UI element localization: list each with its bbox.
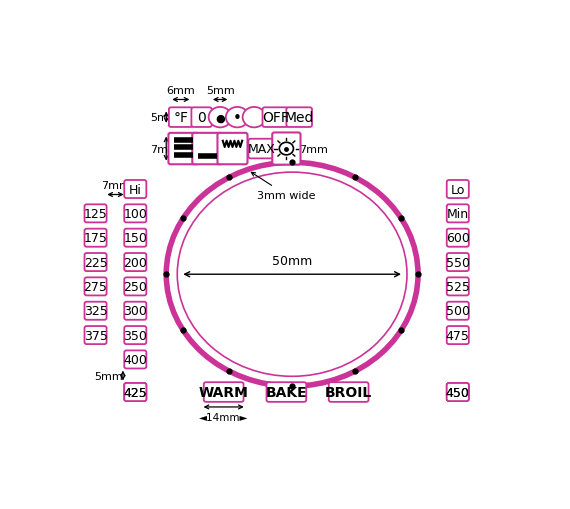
FancyBboxPatch shape [192, 108, 211, 128]
Text: Hi: Hi [129, 183, 142, 196]
FancyBboxPatch shape [286, 108, 312, 128]
Text: 275: 275 [84, 280, 108, 293]
FancyBboxPatch shape [218, 133, 247, 165]
Text: 225: 225 [84, 256, 107, 269]
FancyBboxPatch shape [124, 253, 146, 271]
FancyBboxPatch shape [447, 229, 469, 247]
FancyBboxPatch shape [272, 133, 300, 165]
FancyBboxPatch shape [192, 133, 222, 165]
Text: °F: °F [173, 111, 188, 125]
Text: 125: 125 [84, 208, 107, 220]
Text: 0: 0 [197, 111, 206, 125]
Text: 100: 100 [123, 208, 147, 220]
FancyBboxPatch shape [124, 383, 146, 401]
FancyBboxPatch shape [169, 108, 193, 128]
FancyBboxPatch shape [124, 205, 146, 223]
Text: 475: 475 [446, 329, 470, 342]
Text: 425: 425 [124, 386, 147, 399]
FancyBboxPatch shape [124, 351, 146, 369]
Text: BROIL: BROIL [325, 385, 372, 399]
Text: 200: 200 [123, 256, 147, 269]
Text: 400: 400 [123, 353, 147, 366]
Circle shape [279, 143, 294, 156]
FancyBboxPatch shape [447, 205, 469, 223]
FancyBboxPatch shape [84, 326, 107, 345]
Text: 550: 550 [446, 256, 470, 269]
FancyBboxPatch shape [84, 302, 107, 320]
Text: BAKE: BAKE [266, 385, 307, 399]
Text: 6mm: 6mm [166, 86, 195, 96]
FancyBboxPatch shape [447, 302, 469, 320]
FancyBboxPatch shape [447, 278, 469, 296]
Text: 3mm wide: 3mm wide [251, 173, 315, 200]
FancyBboxPatch shape [124, 229, 146, 247]
Text: 5mm: 5mm [206, 86, 234, 96]
FancyBboxPatch shape [84, 253, 107, 271]
FancyBboxPatch shape [447, 181, 469, 199]
FancyBboxPatch shape [124, 383, 146, 401]
FancyBboxPatch shape [124, 326, 146, 345]
Text: 300: 300 [123, 305, 147, 318]
Text: 50mm: 50mm [272, 254, 312, 268]
Text: 7mm: 7mm [299, 144, 328, 154]
Text: 350: 350 [123, 329, 147, 342]
FancyBboxPatch shape [249, 139, 274, 159]
FancyBboxPatch shape [204, 382, 243, 402]
Text: 150: 150 [123, 232, 147, 245]
Text: 325: 325 [84, 305, 107, 318]
Text: 450: 450 [446, 386, 470, 399]
Text: 5mm: 5mm [94, 371, 123, 381]
Text: 525: 525 [446, 280, 470, 293]
Text: 7mm: 7mm [150, 144, 178, 154]
FancyBboxPatch shape [447, 383, 469, 401]
Text: OFF: OFF [262, 111, 289, 125]
Text: 375: 375 [84, 329, 108, 342]
FancyBboxPatch shape [84, 205, 107, 223]
Text: Lo: Lo [451, 183, 465, 196]
FancyBboxPatch shape [447, 253, 469, 271]
Text: 175: 175 [84, 232, 108, 245]
Text: Med: Med [284, 111, 314, 125]
Text: 450: 450 [446, 386, 470, 399]
Text: ◄14mm►: ◄14mm► [199, 412, 249, 422]
Text: 5mm: 5mm [150, 113, 178, 123]
FancyBboxPatch shape [329, 382, 369, 402]
FancyBboxPatch shape [447, 383, 469, 401]
Text: •: • [233, 110, 242, 125]
Text: Min: Min [447, 208, 469, 220]
Text: 425: 425 [124, 386, 147, 399]
Text: 7mm: 7mm [101, 180, 130, 190]
Text: WARM: WARM [199, 385, 249, 399]
FancyBboxPatch shape [263, 108, 288, 128]
FancyBboxPatch shape [447, 326, 469, 345]
FancyBboxPatch shape [84, 229, 107, 247]
Text: MAX: MAX [247, 143, 275, 156]
FancyBboxPatch shape [124, 302, 146, 320]
Circle shape [243, 108, 266, 128]
FancyBboxPatch shape [84, 278, 107, 296]
Circle shape [209, 108, 231, 128]
FancyBboxPatch shape [124, 181, 146, 199]
Circle shape [226, 108, 249, 128]
FancyBboxPatch shape [169, 133, 198, 165]
FancyBboxPatch shape [267, 382, 306, 402]
Text: ●: ● [215, 113, 225, 123]
Text: 500: 500 [446, 305, 470, 318]
Text: 250: 250 [123, 280, 147, 293]
FancyBboxPatch shape [124, 278, 146, 296]
Text: 600: 600 [446, 232, 470, 245]
